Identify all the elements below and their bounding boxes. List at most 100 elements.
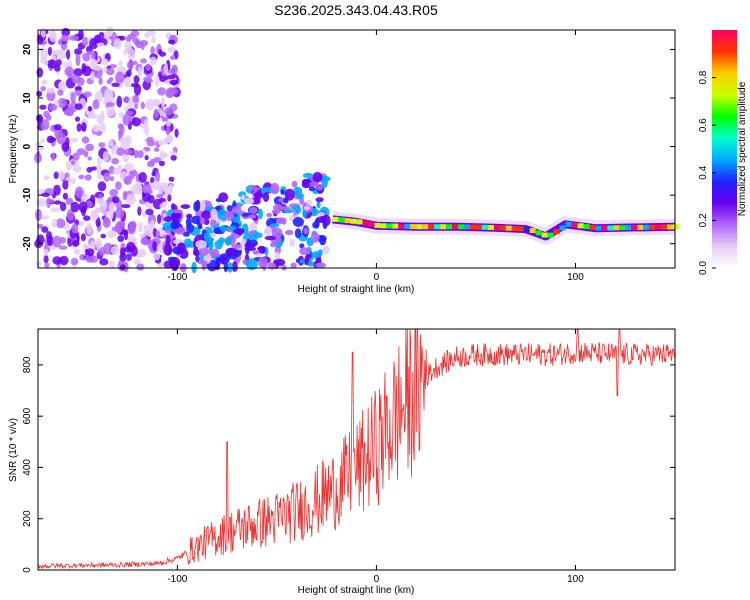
noise-speckle [98, 122, 106, 134]
blob-speckle [195, 240, 208, 249]
blob-speckle [231, 244, 242, 249]
blob-speckle [264, 226, 272, 236]
colorbar-ticks: 0.0 0.2 0.4 0.6 0.8 [698, 70, 716, 275]
colorbar-tick-label: 0.0 [698, 261, 709, 275]
blob-speckle [321, 177, 328, 188]
noise-speckle [169, 79, 179, 85]
blob-speckle [246, 238, 251, 251]
noise-speckle [166, 74, 176, 79]
blob-speckle [224, 237, 232, 246]
noise-speckle [157, 139, 167, 146]
noise-speckle [48, 103, 57, 111]
blob-speckle [193, 246, 199, 256]
carrier-segment [392, 223, 399, 229]
carrier-segment [499, 225, 506, 231]
noise-speckle [150, 46, 155, 55]
noise-speckle [144, 32, 151, 39]
noise-speckle [153, 108, 159, 119]
blob-speckle [302, 178, 309, 186]
blob-speckle [232, 216, 241, 223]
noise-speckle [101, 58, 109, 66]
x-tick-label: 100 [567, 272, 584, 283]
carrier-segment [547, 232, 554, 238]
noise-speckle [81, 122, 87, 132]
noise-speckle [116, 147, 125, 156]
blob-speckle [217, 209, 228, 221]
colorbar-tick-label: 0.2 [698, 213, 709, 227]
carrier-segment [553, 229, 560, 235]
carrier-segment [595, 225, 602, 231]
blob-speckle [223, 262, 229, 273]
blob-speckle [171, 262, 177, 271]
carrier-segment [464, 224, 470, 230]
noise-speckle [51, 49, 62, 56]
noise-speckle [59, 201, 67, 212]
noise-speckle [43, 61, 49, 66]
spectrogram-y-label: Frequency (Hz) [8, 115, 19, 184]
noise-speckle [146, 228, 153, 238]
carrier-segment [362, 220, 369, 226]
blob-speckle [274, 258, 286, 267]
blob-speckle [258, 246, 266, 254]
noise-speckle [59, 255, 69, 266]
blob-speckle [174, 226, 186, 235]
noise-speckle [78, 201, 88, 213]
noise-speckle [133, 149, 139, 159]
noise-speckle [61, 34, 69, 43]
noise-speckle [87, 156, 92, 161]
blob-speckle [231, 206, 242, 214]
blob-speckle [258, 208, 263, 220]
blob-speckle [241, 194, 246, 200]
noise-speckle [99, 258, 109, 266]
noise-speckle [74, 116, 81, 122]
carrier-segment [505, 225, 512, 231]
noise-speckle [118, 112, 125, 118]
blob-speckle [303, 227, 309, 235]
noise-speckle [133, 258, 141, 265]
noise-speckle [41, 226, 49, 233]
noise-speckle [127, 33, 136, 40]
noise-speckle [66, 209, 75, 221]
noise-speckle [152, 241, 157, 252]
carrier-segment [398, 223, 405, 229]
y-tick-label: 600 [22, 407, 33, 424]
blob-speckle [291, 180, 298, 188]
noise-speckle [57, 97, 67, 109]
carrier-segment [517, 226, 524, 232]
noise-speckle [39, 104, 47, 110]
noise-speckle [151, 35, 156, 44]
blob-speckle [225, 247, 236, 257]
noise-speckle [51, 152, 56, 162]
noise-speckle [51, 218, 58, 228]
carrier-segment [481, 224, 488, 230]
blob-speckle [258, 257, 268, 269]
noise-speckle [111, 82, 120, 88]
noise-speckle [80, 233, 86, 242]
noise-speckle [109, 188, 119, 197]
noise-speckle [124, 41, 133, 52]
noise-speckle [108, 201, 116, 214]
blob-speckle [311, 251, 323, 258]
blob-speckle [213, 227, 221, 235]
noise-speckle [65, 177, 72, 182]
y-tick-label: 10 [22, 92, 33, 104]
noise-speckle [103, 216, 109, 225]
noise-speckle [58, 245, 68, 250]
noise-speckle [69, 137, 78, 143]
blob-speckle [316, 185, 324, 191]
carrier-segment [643, 224, 650, 230]
noise-speckle [70, 160, 76, 165]
noise-speckle [137, 150, 144, 159]
spectrogram-frame [37, 29, 676, 269]
carrier-segment [452, 224, 459, 230]
carrier-segment [422, 224, 429, 230]
noise-speckle [45, 114, 52, 121]
noise-speckle [80, 195, 86, 202]
noise-speckle [90, 50, 96, 61]
noise-speckle [99, 200, 108, 212]
carrier-segment [446, 224, 453, 230]
noise-speckle [100, 233, 106, 239]
noise-speckle [108, 139, 114, 147]
y-tick-label: 800 [22, 356, 33, 373]
